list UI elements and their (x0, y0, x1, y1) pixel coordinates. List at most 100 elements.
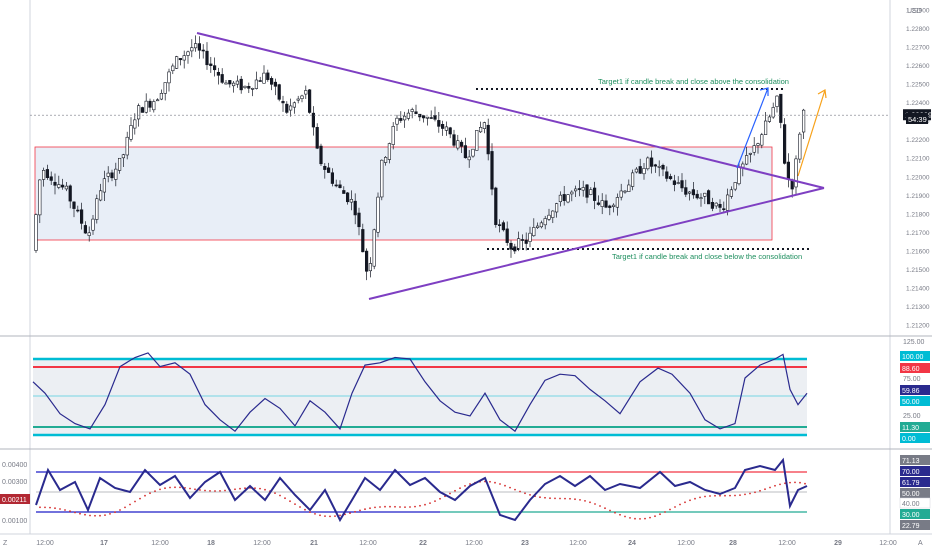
candle-body (748, 152, 752, 155)
layout (0, 0, 932, 535)
candle-body (307, 89, 312, 113)
volatility-dot (199, 489, 201, 491)
candle-body (68, 185, 72, 202)
volatility-dot (739, 494, 741, 496)
price-pane[interactable]: Target1 if candle break and close above … (30, 32, 890, 300)
candle-body (376, 196, 380, 233)
volatility-dot (74, 511, 76, 514)
candle-body (630, 172, 635, 187)
candle-body (110, 172, 114, 179)
candle-body (482, 122, 487, 129)
price-axis[interactable]: USD 1.229001.228001.227001.226001.225001… (903, 7, 932, 330)
volatility-dot (729, 494, 731, 497)
volatility-dot (779, 483, 781, 486)
volatility-dot (379, 506, 381, 508)
candle-body (140, 107, 145, 113)
candle-body (615, 197, 619, 208)
candle-body (285, 103, 289, 113)
candle-body (668, 176, 673, 180)
volatility-dot (159, 488, 161, 491)
candle-body (478, 127, 483, 133)
candle-body (505, 228, 509, 243)
osc-tick-125: 125.00 (903, 339, 925, 346)
time-tick-label: 24 (628, 540, 636, 547)
candle-body (201, 49, 205, 52)
price-tick-label: 1.22400 (906, 100, 930, 107)
price-tick-label: 1.21300 (906, 304, 930, 311)
volatility-dot (174, 486, 176, 489)
candle-body (756, 143, 760, 146)
volatility-dot (639, 518, 641, 520)
vol-right-30: 30.00 (902, 512, 920, 519)
candle-body (657, 165, 661, 168)
bullish-projection-arrow (736, 87, 769, 169)
volatility-dot (749, 492, 751, 495)
candle-body (224, 82, 228, 85)
volatility-dot (99, 514, 101, 517)
osc-tick-25: 25.00 (903, 413, 921, 420)
volatility-line (35, 457, 808, 523)
volatility-dot (389, 505, 391, 508)
candle-body (497, 224, 502, 226)
volatility-dot (234, 488, 236, 491)
volatility-dot (614, 511, 616, 514)
price-tick-label: 1.21700 (906, 230, 930, 237)
volatility-dot (154, 490, 156, 492)
time-tick-label: 22 (419, 540, 427, 547)
volatility-dot (439, 497, 441, 500)
volatility-dot (589, 501, 591, 504)
price-tick-label: 1.22500 (906, 82, 930, 89)
volatility-dot (774, 484, 776, 487)
vol-left-tick-1: 0.00300 (2, 479, 27, 486)
corner-right-label[interactable]: A (918, 540, 923, 547)
time-axis[interactable]: 12:00 17 12:00 18 12:00 21 12:00 22 12:00 23 12:00… (36, 540, 897, 547)
volatility-dot (799, 481, 801, 484)
volatility-pane[interactable] (35, 457, 808, 523)
volatility-dot (94, 514, 96, 517)
candle-body (175, 56, 179, 69)
candle-body (304, 90, 308, 95)
time-tick-label: 12:00 (36, 540, 54, 547)
candle-body (733, 182, 737, 190)
candle-body (623, 190, 627, 193)
candle-body (163, 82, 167, 94)
volatility-dot (54, 507, 56, 510)
volatility-dot (769, 486, 771, 489)
volatility-dot (504, 484, 506, 487)
volatility-dot (429, 502, 431, 504)
volatility-dot (354, 510, 356, 513)
candle-body (380, 159, 384, 198)
volatility-dot (349, 512, 351, 514)
price-tick-label: 1.22600 (906, 63, 930, 70)
volatility-dot (619, 513, 621, 516)
oscillator-pane[interactable] (32, 352, 808, 437)
candle-body (273, 81, 278, 87)
candle-body (452, 134, 456, 146)
volatility-dot (649, 516, 651, 519)
volatility-dot (509, 486, 511, 489)
candle-body (311, 112, 316, 128)
candle-body (330, 172, 335, 184)
volatility-dot (129, 503, 131, 506)
corner-left-label[interactable]: Z (3, 540, 8, 547)
volatility-dot (539, 496, 541, 499)
osc-badge-11: 11.30 (902, 425, 919, 432)
volatility-dot (634, 517, 636, 520)
volatility-dot (194, 488, 196, 491)
volatility-dot (454, 489, 456, 492)
candle-body (300, 95, 304, 99)
target-below-label: Target1 if candle break and close below … (612, 252, 802, 261)
candle-body (695, 193, 699, 199)
candle-body (76, 209, 80, 212)
volatility-dot (529, 494, 531, 496)
candle-body (543, 218, 547, 226)
candle-body (779, 93, 783, 123)
price-tick-label: 1.22900 (906, 7, 930, 14)
volatility-dot (524, 492, 526, 495)
candle-body (216, 71, 221, 76)
volatility-dot (144, 494, 146, 497)
candle-body (319, 145, 323, 165)
volatility-dot (784, 482, 786, 485)
volatility-dot (709, 495, 711, 497)
